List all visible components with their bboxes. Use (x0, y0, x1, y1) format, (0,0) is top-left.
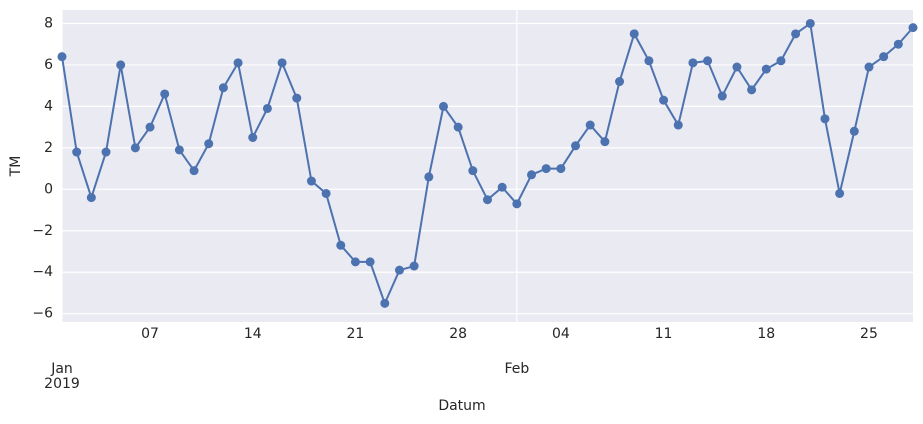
data-point (394, 265, 404, 275)
data-point (835, 188, 845, 198)
data-point (732, 62, 742, 72)
x-tick-label: Feb (504, 361, 530, 377)
data-point (218, 83, 228, 93)
data-point (644, 56, 654, 66)
data-point (453, 122, 463, 132)
data-point (527, 170, 537, 180)
plot-area (62, 10, 913, 322)
data-point (805, 18, 815, 28)
data-point (893, 39, 903, 49)
data-point (321, 188, 331, 198)
data-point (820, 114, 830, 124)
y-tick-label: −2 (32, 223, 53, 239)
data-point (292, 93, 302, 103)
data-point (409, 261, 419, 271)
data-point (174, 145, 184, 155)
data-point (673, 120, 683, 130)
data-point (497, 182, 507, 192)
data-point (262, 103, 272, 113)
y-tick-label: 2 (44, 140, 53, 156)
data-point (629, 29, 639, 39)
data-point (438, 101, 448, 111)
data-point (908, 23, 918, 33)
data-point (424, 172, 434, 182)
data-point (57, 52, 67, 62)
data-point (189, 166, 199, 176)
data-point (879, 52, 889, 62)
data-point (659, 95, 669, 105)
data-point (761, 64, 771, 74)
data-point (864, 62, 874, 72)
x-axis-label: Datum (438, 398, 485, 414)
y-tick-label: 0 (44, 181, 53, 197)
data-point (615, 77, 625, 87)
data-point (101, 147, 111, 157)
data-point (600, 137, 610, 147)
y-tick-label: 8 (44, 15, 53, 31)
data-point (688, 58, 698, 68)
data-point (776, 56, 786, 66)
data-point (145, 122, 155, 132)
data-point (116, 60, 126, 70)
y-tick-label: 4 (44, 98, 53, 114)
data-point (717, 91, 727, 101)
data-point (248, 132, 258, 142)
data-point (380, 298, 390, 308)
data-point (160, 89, 170, 99)
data-point (849, 126, 859, 136)
data-point (541, 164, 551, 174)
x-tick-label: 04 (551, 326, 570, 342)
data-point (483, 195, 492, 205)
data-point (86, 193, 96, 203)
x-tick-label: 14 (243, 326, 262, 342)
data-point (585, 120, 595, 130)
x-tick-label: 28 (449, 326, 468, 342)
x-tick-label: 11 (654, 326, 673, 342)
x-tick-label: 21 (346, 326, 365, 342)
data-point (350, 257, 360, 267)
y-tick-label: −4 (32, 264, 53, 280)
data-point (747, 85, 757, 95)
data-point (306, 176, 316, 186)
data-point (336, 240, 346, 250)
x-tick-label: 18 (757, 326, 776, 342)
y-tick-label: 6 (44, 57, 53, 73)
data-point (72, 147, 82, 157)
data-point (703, 56, 713, 66)
x-tick-label: 07 (141, 326, 159, 342)
data-point (571, 141, 581, 151)
data-point (277, 58, 287, 68)
y-axis-label: TM (8, 156, 24, 178)
data-point (204, 139, 214, 149)
data-point (512, 199, 522, 209)
data-point (365, 257, 375, 267)
data-point (233, 58, 243, 68)
y-tick-label: −6 (32, 306, 53, 322)
data-point (468, 166, 478, 176)
x-tick-label: Jan 2019 (44, 361, 80, 392)
data-point (130, 143, 140, 153)
x-tick-label: 25 (860, 326, 878, 342)
data-point (556, 164, 566, 174)
data-point (791, 29, 801, 39)
